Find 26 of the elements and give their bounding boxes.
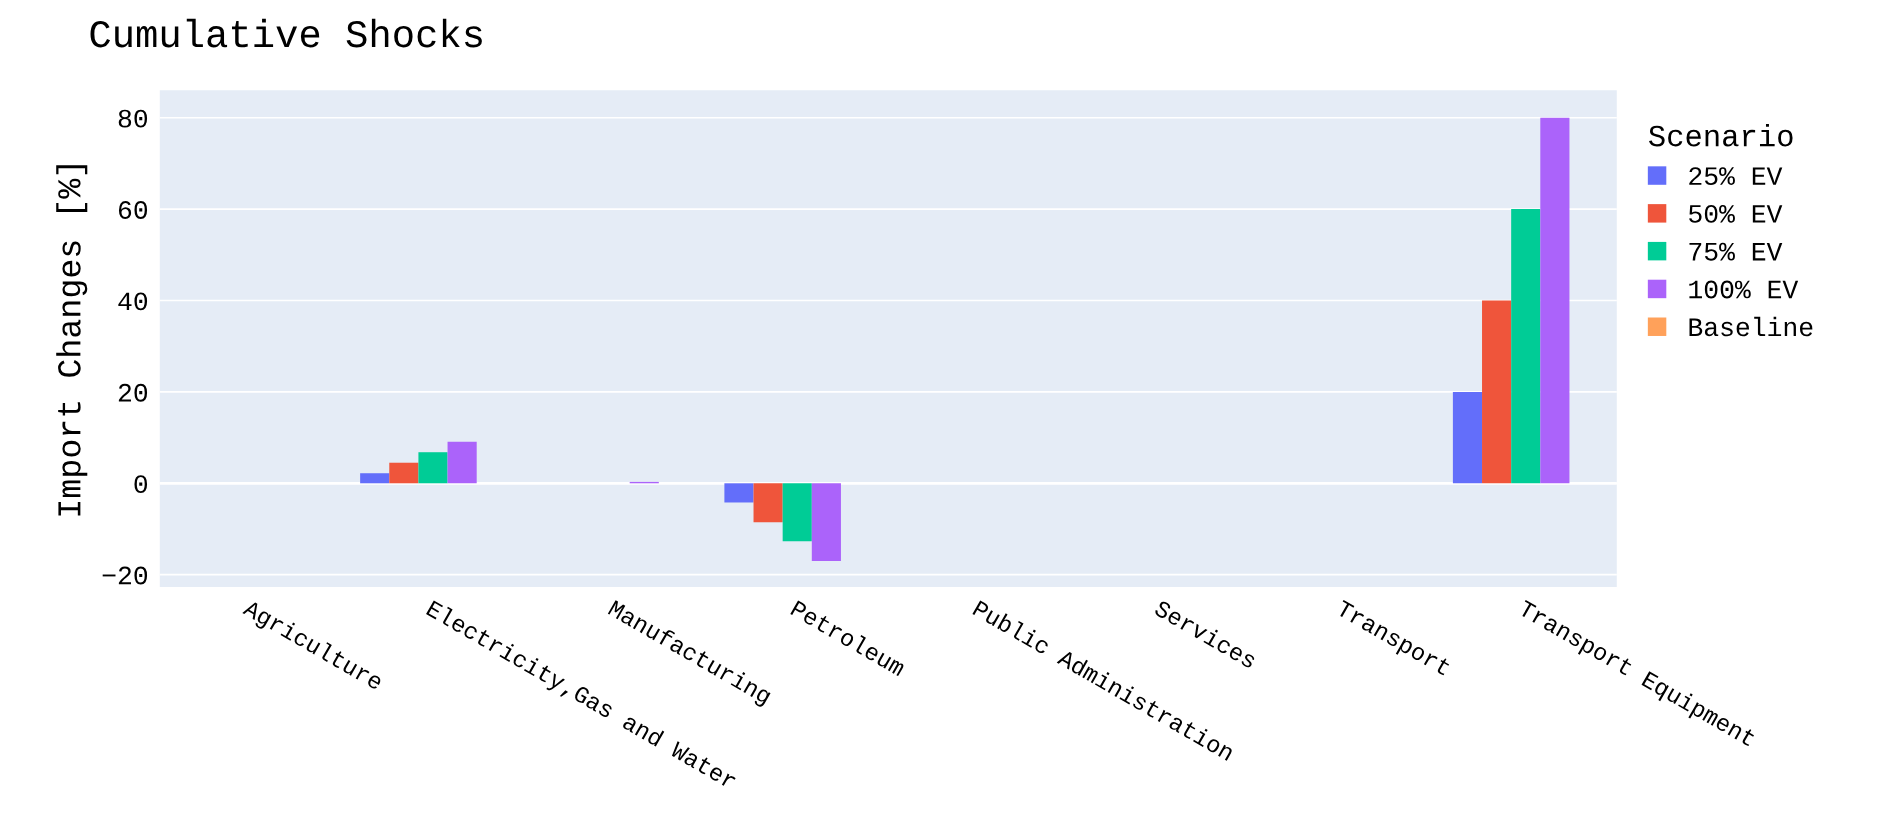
bar (724, 483, 754, 503)
bar (447, 441, 477, 484)
bar (782, 483, 812, 542)
legend-label: 50% EV (1689, 204, 1783, 223)
legend-label: 100% EV (1689, 280, 1799, 299)
y-tick-label: 60 (118, 201, 148, 219)
bar (1452, 391, 1483, 484)
y-tick-label: 20 (118, 383, 148, 402)
y-tick-label: −20 (102, 566, 148, 585)
bar (389, 462, 419, 484)
legend-label: 75% EV (1689, 242, 1783, 261)
y-tick-label: 0 (134, 475, 148, 494)
legend-title: Scenario (1649, 123, 1793, 147)
bar (1482, 300, 1512, 484)
bar (360, 473, 390, 484)
legend-label: Baseline (1689, 316, 1813, 337)
bar (418, 452, 448, 484)
bar (753, 483, 783, 523)
legend-label: 25% EV (1689, 167, 1783, 186)
chart-title: Cumulative Shocks (90, 18, 482, 48)
y-tick-label: 40 (118, 292, 148, 311)
bar (1540, 117, 1570, 484)
y-axis-title: Import Changes [%] (56, 165, 88, 516)
y-tick-label: 80 (118, 109, 148, 128)
bar (811, 483, 841, 561)
bar (1511, 209, 1541, 484)
